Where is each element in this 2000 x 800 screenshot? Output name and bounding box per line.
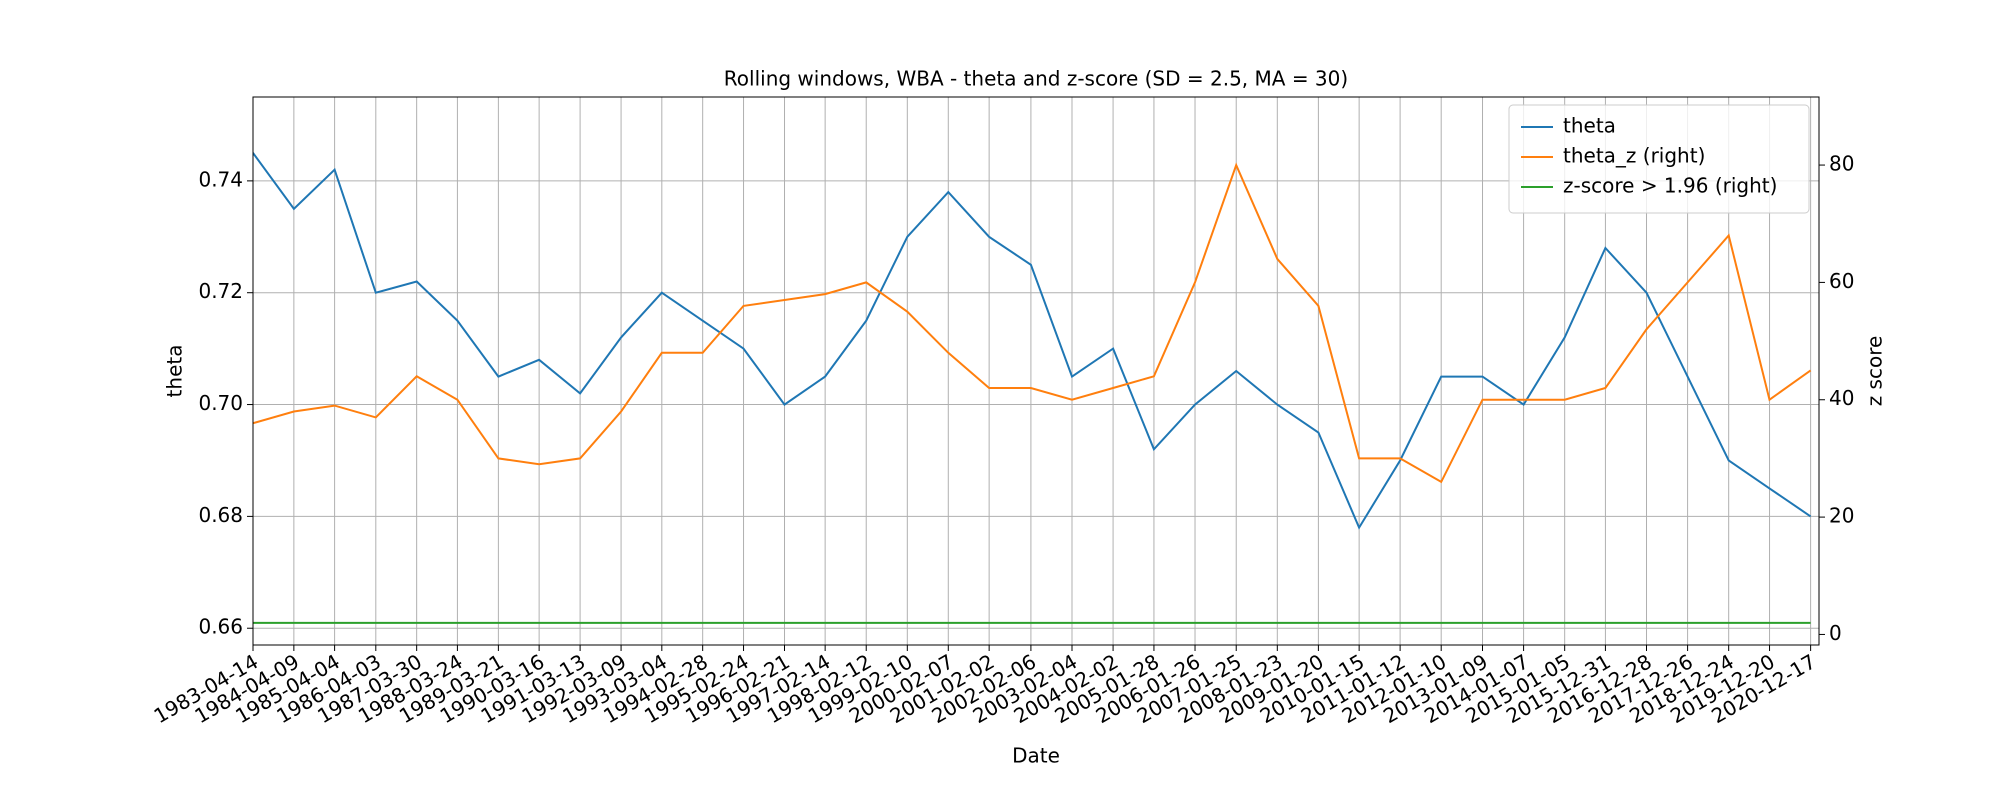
chart-title: Rolling windows, WBA - theta and z-score… (724, 67, 1348, 91)
y-tick-label: 0.68 (198, 503, 243, 527)
y2-tick-label: 80 (1829, 152, 1854, 176)
y2-tick-label: 40 (1829, 386, 1854, 410)
series-line (253, 152, 1812, 530)
plot-frame (252, 96, 1820, 646)
y-axis-label: theta (163, 345, 187, 398)
y-tick-label: 0.72 (198, 279, 243, 303)
series-line (253, 162, 1812, 484)
y2-axis-label: z score (1863, 336, 1887, 407)
legend-box (1508, 104, 1810, 214)
y2-tick-label: 0 (1829, 621, 1842, 645)
y-tick-label: 0.66 (198, 615, 243, 639)
legend-label: theta_z (right) (1563, 144, 1705, 168)
x-axis-label: Date (1012, 744, 1060, 768)
y2-tick-label: 60 (1829, 269, 1854, 293)
y2-tick-label: 20 (1829, 504, 1854, 528)
y-tick-label: 0.70 (198, 391, 243, 415)
y-tick-label: 0.74 (198, 167, 243, 191)
legend-label: theta (1563, 114, 1616, 138)
legend-label: z-score > 1.96 (right) (1563, 174, 1777, 198)
